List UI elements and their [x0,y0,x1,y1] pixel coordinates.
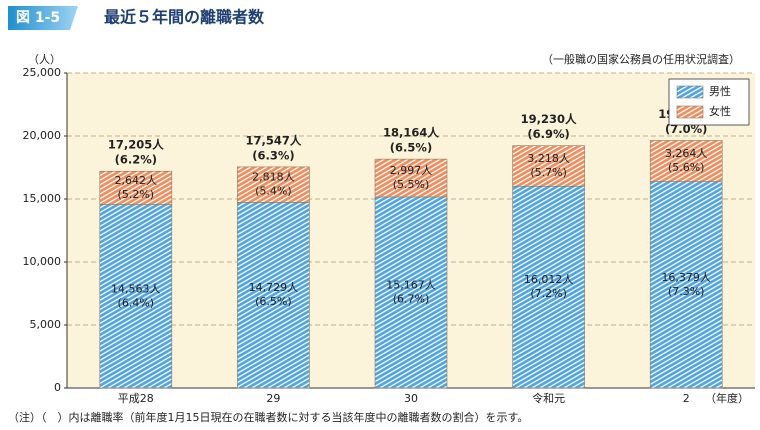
note: （注）（ ）内は離職率（前年度1月15日現在の在職者数に対する当該年度中の離職者… [8,410,528,424]
rate-label: (5.2%) [118,188,155,201]
rate-label: (5.6%) [668,161,705,174]
rate-label: (6.4%) [118,296,155,309]
legend-label: 男性 [709,84,731,98]
rate-label: (7.3%) [668,285,705,298]
value-label: 16,379人 [661,271,711,284]
rate-label: (7.2%) [530,287,567,300]
bar-segment [237,202,310,389]
y-tick-label: 25,000 [23,66,62,79]
legend-label: 女性 [709,104,731,118]
bar-segment [512,185,585,389]
bar-segment [512,145,585,187]
y-tick-label: 5,000 [30,318,62,331]
total-label: 17,547人 [245,133,301,147]
total-rate-label: (6.5%) [390,141,432,155]
total-rate-label: (6.2%) [115,153,157,167]
bar-segment [649,140,723,182]
rate-label: (5.5%) [393,178,430,191]
value-label: 16,012人 [524,273,574,286]
rate-label: (5.7%) [530,166,567,179]
value-label: 15,167人 [386,278,436,291]
total-rate-label: (6.9%) [527,127,569,141]
legend-swatch [676,85,704,99]
value-label: 14,729人 [249,281,299,294]
total-label: 18,164人 [383,126,439,140]
total-label: 19,230人 [521,112,577,126]
value-label: 2,997人 [390,164,433,177]
y-axis-label: （人） [28,53,61,66]
y-tick-label: 0 [54,381,61,394]
y-tick-label: 15,000 [23,192,62,205]
total-rate-label: (7.0%) [665,122,707,136]
x-tick-label: 2 [683,392,690,405]
total-label: 17,205人 [108,138,164,152]
value-label: 3,264人 [665,147,708,160]
x-tick-label: 平成28 [118,392,154,405]
y-tick-label: 10,000 [23,255,62,268]
rate-label: (6.7%) [393,292,430,305]
value-label: 3,218人 [527,152,570,165]
bar-segment [374,158,448,198]
value-label: 2,818人 [252,171,295,184]
bar-segment [649,181,723,389]
rate-label: (5.4%) [255,185,292,198]
value-label: 2,642人 [115,174,158,187]
figure-label: 図 1-5 [16,10,60,26]
x-tick-label: 令和元 [532,391,565,405]
badge-bg [8,6,78,30]
legend-swatch [676,105,704,119]
bar-segment [99,204,173,389]
x-axis-label: （年度） [705,391,749,405]
bar-segment [237,166,310,203]
source: （一般職の国家公務員の任用状況調査） [542,52,740,66]
x-tick-label: 30 [404,392,418,405]
y-tick-label: 20,000 [23,129,62,142]
bar-segment [99,170,173,205]
total-rate-label: (6.3%) [252,148,294,162]
value-label: 14,563人 [111,282,161,295]
x-tick-label: 29 [266,392,280,405]
rate-label: (6.5%) [255,295,292,308]
bar-segment [374,196,448,389]
chart-title: 最近５年間の離職者数 [104,8,265,27]
